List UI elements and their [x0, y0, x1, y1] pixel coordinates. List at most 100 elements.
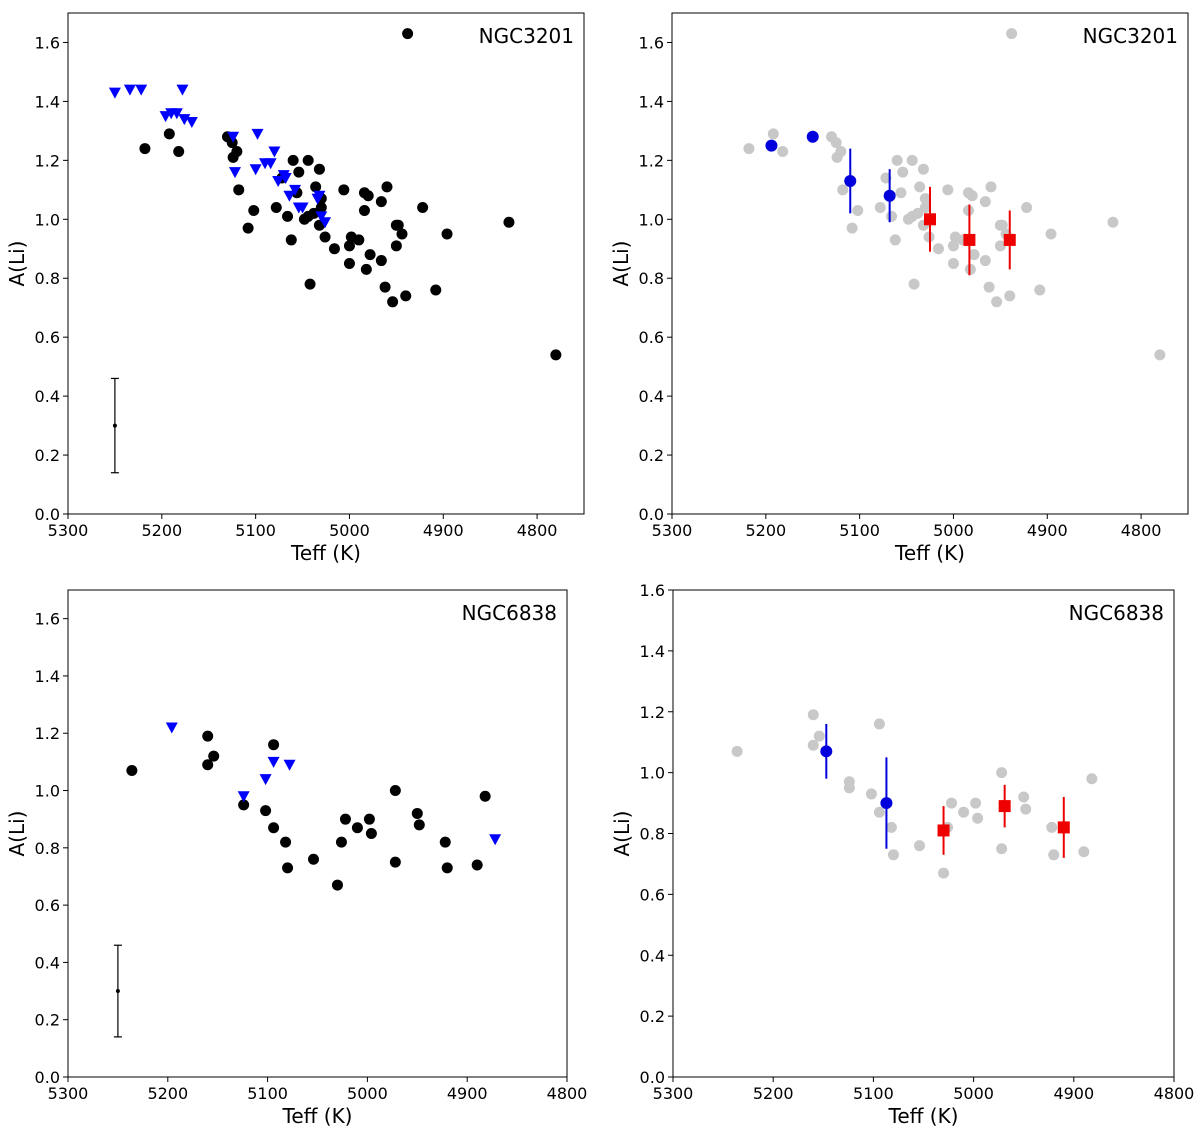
data-point: [550, 349, 562, 361]
data-point: [970, 797, 982, 809]
data-point: [889, 234, 901, 246]
y-tick-label: 1.2: [639, 151, 664, 170]
panel-title: NGC3201: [1083, 24, 1178, 48]
y-axis-title: A(Li): [609, 241, 633, 287]
data-point: [962, 187, 974, 199]
data-point: [979, 255, 991, 267]
data-point: [820, 745, 833, 758]
data-point: [963, 233, 976, 246]
data-point: [765, 139, 778, 152]
data-point: [381, 181, 393, 193]
series-mean-blue-: [765, 130, 896, 223]
data-point: [1021, 202, 1033, 214]
x-tick-label: 4800: [1154, 1084, 1195, 1103]
data-point: [908, 278, 920, 290]
data-point: [947, 240, 959, 252]
x-tick-label: 4900: [447, 1084, 488, 1103]
x-tick-label: 5200: [147, 1084, 188, 1103]
data-point: [302, 210, 314, 222]
upper-limit-point: [237, 791, 250, 803]
upper-limit-point: [178, 114, 191, 126]
upper-limit-point: [313, 190, 326, 202]
x-tick-label: 5300: [653, 1084, 694, 1103]
y-tick-label: 0.8: [35, 839, 60, 858]
data-point: [1020, 803, 1032, 815]
series-mean-red-: [937, 784, 1070, 858]
data-point: [777, 146, 789, 158]
typical-error-bar: [110, 377, 119, 474]
x-axis-title: Teff (K): [282, 1104, 353, 1128]
data-point: [895, 187, 907, 199]
x-tick-label: 5100: [839, 521, 880, 540]
data-point: [880, 172, 892, 184]
x-tick-label: 4800: [1121, 521, 1162, 540]
data-point: [843, 782, 855, 794]
data-point: [242, 222, 254, 234]
plot-frame: [672, 589, 1175, 1078]
data-point: [1006, 28, 1018, 40]
data-point: [293, 166, 305, 178]
y-axis-title: A(Li): [5, 811, 29, 857]
x-tick-label: 5300: [48, 1084, 89, 1103]
data-point: [226, 137, 238, 149]
data-point: [390, 240, 402, 252]
data-point: [392, 219, 404, 231]
upper-limit-point: [228, 167, 241, 179]
data-point: [924, 213, 936, 226]
data-point: [358, 204, 370, 216]
data-point: [411, 807, 423, 819]
upper-limit-point: [185, 117, 198, 129]
data-point: [985, 181, 997, 193]
data-point: [968, 249, 980, 261]
x-tick-label: 5100: [853, 1084, 894, 1103]
x-tick-label: 5200: [745, 521, 786, 540]
y-tick-label: 0.8: [35, 269, 60, 288]
data-point: [1018, 791, 1030, 803]
upper-limit-point: [272, 175, 285, 187]
data-point: [938, 867, 950, 879]
panel-title: NGC6838: [1069, 601, 1164, 625]
x-tick-label: 4900: [1027, 521, 1068, 540]
series-mean-red-: [924, 186, 1016, 276]
data-point: [897, 166, 909, 178]
data-point: [942, 184, 954, 196]
y-tick-label: 1.4: [35, 667, 60, 686]
data-point: [208, 750, 220, 762]
data-point: [315, 202, 327, 214]
data-point: [813, 730, 825, 742]
x-tick-label: 5000: [933, 521, 974, 540]
y-tick-label: 0.6: [639, 328, 664, 347]
data-point: [807, 709, 819, 721]
data-point: [363, 813, 375, 825]
y-axis-title: A(Li): [5, 241, 29, 287]
data-point: [304, 278, 316, 290]
data-point: [731, 745, 743, 757]
y-axis-title: A(Li): [610, 811, 634, 857]
x-axis-title: Teff (K): [290, 541, 361, 565]
data-point: [906, 154, 918, 166]
data-point: [972, 812, 984, 824]
data-point: [163, 128, 175, 140]
panel-title: NGC3201: [479, 24, 574, 48]
data-point: [743, 143, 755, 155]
data-point: [339, 813, 351, 825]
series-detections: [139, 28, 562, 361]
upper-limit-point: [264, 158, 277, 170]
data-point: [830, 137, 842, 149]
data-point: [365, 828, 377, 839]
data-point: [1086, 773, 1098, 785]
upper-limit-point: [249, 164, 262, 176]
data-point: [886, 210, 898, 222]
x-tick-label: 4900: [1053, 1084, 1094, 1103]
y-tick-label: 1.2: [640, 703, 665, 722]
data-point: [139, 143, 151, 155]
x-tick-label: 5000: [953, 1084, 994, 1103]
data-point: [1004, 290, 1016, 302]
error-bar-center: [115, 989, 120, 994]
y-tick-label: 0.0: [35, 1068, 60, 1087]
data-point: [402, 28, 414, 40]
data-point: [287, 154, 299, 166]
data-point: [958, 806, 970, 818]
data-point: [260, 805, 272, 817]
